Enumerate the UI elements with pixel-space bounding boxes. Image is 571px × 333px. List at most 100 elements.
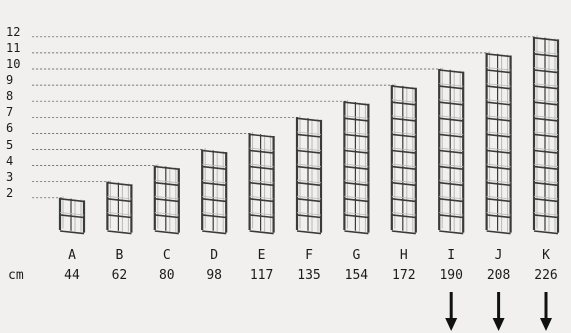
frame-bar xyxy=(296,212,322,216)
frame-bar xyxy=(344,149,369,154)
frame-bar xyxy=(344,181,369,187)
level-label: 12 xyxy=(6,24,21,39)
frame-bar xyxy=(486,149,511,154)
frame-bar xyxy=(533,147,559,151)
column-letter: G xyxy=(352,248,361,263)
frame-bar xyxy=(344,212,369,216)
shelf-frame-b xyxy=(106,180,133,235)
frame-bar xyxy=(439,165,464,170)
frame-bar xyxy=(439,230,464,235)
level-label: 8 xyxy=(6,89,14,104)
frame-bar xyxy=(533,163,559,168)
frame-bar xyxy=(296,165,322,170)
column-letter: K xyxy=(542,248,550,263)
frame-bar xyxy=(439,101,464,106)
frame-bar xyxy=(344,131,369,135)
frame-bar xyxy=(249,179,274,184)
frame-bar xyxy=(486,181,511,187)
frame-bar xyxy=(344,133,369,138)
frame-bar xyxy=(107,195,132,200)
frame-bar xyxy=(154,179,179,184)
column-height-cm: 172 xyxy=(392,268,416,283)
level-label: 7 xyxy=(6,105,14,120)
frame-bar xyxy=(344,179,369,184)
shelf-frame-a xyxy=(58,196,86,235)
frame-bar xyxy=(249,214,274,219)
frame-bar xyxy=(533,179,559,184)
frame-bar xyxy=(249,198,274,203)
frame-bar xyxy=(391,117,416,122)
frame-bar xyxy=(486,67,511,71)
unit-label: cm xyxy=(8,268,24,283)
frame-bar xyxy=(439,198,464,203)
level-label: 3 xyxy=(6,169,14,184)
column-height-cm: 44 xyxy=(64,268,80,283)
frame-bar xyxy=(391,131,416,135)
frame-bar xyxy=(533,51,559,55)
frame-bar xyxy=(249,147,274,151)
frame-bar xyxy=(439,131,464,135)
frame-bar xyxy=(249,212,274,216)
frame-bar xyxy=(391,198,416,203)
frame-bar xyxy=(391,99,416,103)
frame-bar xyxy=(202,230,227,235)
frame-bar xyxy=(486,131,511,135)
frame-bar xyxy=(344,195,369,200)
frame-bar xyxy=(486,212,511,216)
frame-bar xyxy=(486,99,511,103)
frame-bar xyxy=(486,133,511,138)
frame-bar xyxy=(202,198,227,203)
frame-bar xyxy=(296,131,322,135)
frame-bar xyxy=(533,85,559,90)
column-letter: F xyxy=(305,248,313,263)
frame-bar xyxy=(533,149,559,154)
frame-bar xyxy=(296,214,322,219)
column-height-cm: 135 xyxy=(297,268,321,283)
frame-bar xyxy=(344,163,369,168)
frame-bar xyxy=(533,214,559,219)
frame-bar xyxy=(202,179,227,184)
frame-bar xyxy=(391,101,416,106)
frame-bar xyxy=(533,195,559,200)
frame-bar xyxy=(202,163,227,168)
frame-bar xyxy=(486,85,511,90)
frame-bar xyxy=(486,53,511,58)
frame-bar xyxy=(391,212,416,216)
frame-bar xyxy=(486,165,511,170)
down-arrow-icon xyxy=(492,318,505,331)
frame-bar xyxy=(202,195,227,200)
shelf-frame-d xyxy=(201,148,228,235)
frame-bar xyxy=(439,181,464,187)
frame-bar xyxy=(296,163,322,168)
frame-bar xyxy=(202,214,227,219)
frame-bar xyxy=(344,165,369,170)
frame-bar xyxy=(344,214,369,219)
level-label: 5 xyxy=(6,137,14,152)
shelf-frame-j xyxy=(485,51,512,235)
frame-bar xyxy=(391,230,416,235)
frame-bar xyxy=(391,147,416,151)
frame-bar xyxy=(486,147,511,151)
frame-bar xyxy=(296,230,322,235)
frame-bar xyxy=(202,212,227,216)
frame-bar xyxy=(533,117,559,122)
frame-bar xyxy=(486,214,511,219)
frame-bar xyxy=(296,117,322,122)
frame-bar xyxy=(249,165,274,170)
shelf-frame-i xyxy=(438,67,465,235)
column-letter: E xyxy=(257,248,266,263)
frame-bar xyxy=(533,83,559,87)
column-letter: I xyxy=(447,248,456,263)
frame-bar xyxy=(249,195,274,200)
frame-bar xyxy=(533,99,559,103)
frame-bar xyxy=(486,115,511,119)
frame-bar xyxy=(439,99,464,103)
shelf-frame-e xyxy=(248,131,275,235)
level-label: 9 xyxy=(6,73,14,88)
frame-bar xyxy=(486,195,511,200)
frame-bar xyxy=(533,115,559,119)
frame-bar xyxy=(439,117,464,122)
level-label: 2 xyxy=(6,185,14,200)
frame-bar xyxy=(486,198,511,203)
